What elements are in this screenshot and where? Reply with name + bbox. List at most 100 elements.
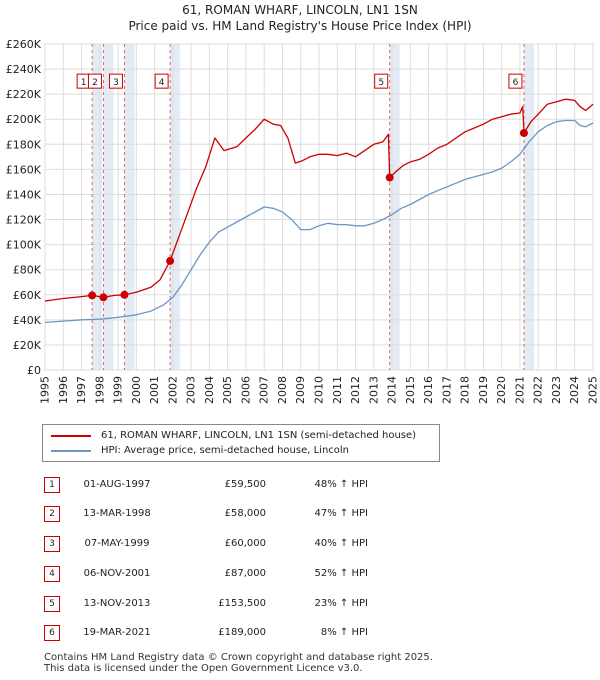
- sale-shading-layer: [92, 44, 534, 370]
- sale-row: 6 19-MAR-2021 £189,000 8% ↑ HPI: [0, 625, 600, 643]
- x-tick-label: 2012: [349, 376, 362, 404]
- y-tick-label: £80K: [13, 264, 42, 277]
- sale-shade-5: [389, 44, 400, 370]
- sale-label-box-2: 2: [87, 73, 102, 89]
- sale-price: £153,500: [218, 598, 266, 609]
- x-tick-label: 2011: [331, 376, 344, 404]
- sale-label-box-6: 6: [508, 73, 523, 89]
- sale-date: 13-MAR-1998: [83, 508, 151, 519]
- grid-layer: [44, 43, 594, 371]
- sale-point-6: [519, 129, 528, 138]
- sale-date: 06-NOV-2001: [83, 568, 151, 579]
- y-tick-label: £120K: [6, 214, 42, 227]
- sale-number: 1: [44, 477, 60, 493]
- x-tick-label: 2024: [568, 376, 581, 404]
- sale-shade-3: [124, 44, 135, 370]
- footer-licence: This data is licensed under the Open Gov…: [44, 663, 363, 674]
- x-tick-label: 2025: [587, 376, 600, 404]
- sale-point-4: [166, 256, 175, 265]
- sale-row: 1 01-AUG-1997 £59,500 48% ↑ HPI: [0, 477, 600, 495]
- x-tick-label: 1995: [39, 376, 52, 404]
- sale-row: 3 07-MAY-1999 £60,000 40% ↑ HPI: [0, 536, 600, 554]
- sale-label-text: 1: [81, 78, 87, 88]
- sale-shade-4: [170, 44, 181, 370]
- x-tick-label: 2014: [386, 376, 399, 404]
- x-tick-label: 1997: [75, 376, 88, 404]
- sale-number: 5: [44, 596, 60, 612]
- sale-marker-lines: [91, 44, 525, 370]
- sale-price: £87,000: [224, 568, 266, 579]
- x-tick-label: 2010: [313, 376, 326, 404]
- x-tick-label: 2007: [258, 376, 271, 404]
- sale-hpi-change: 23% ↑ HPI: [314, 598, 368, 609]
- sale-point-5: [385, 173, 394, 182]
- x-tick-label: 2005: [221, 376, 234, 404]
- x-tick-label: 1999: [112, 376, 125, 404]
- sale-point-2: [99, 293, 108, 302]
- sale-price: £58,000: [224, 508, 266, 519]
- sale-date: 07-MAY-1999: [84, 538, 150, 549]
- legend-label-hpi: HPI: Average price, semi-detached house,…: [101, 445, 350, 456]
- sale-hpi-change: 8% ↑ HPI: [320, 627, 368, 638]
- sale-label-rect: [374, 73, 389, 89]
- sale-shade-2: [103, 44, 114, 370]
- legend: 61, ROMAN WHARF, LINCOLN, LN1 1SN (semi-…: [42, 424, 440, 462]
- sale-label-text: 6: [513, 78, 519, 88]
- series-line-property: [44, 98, 594, 302]
- x-tick-label: 2001: [148, 376, 161, 404]
- x-tick-label: 2006: [239, 376, 252, 404]
- footer: Contains HM Land Registry data © Crown c…: [44, 652, 433, 674]
- sale-points: [88, 129, 528, 302]
- x-tick-label: 2013: [367, 376, 380, 404]
- x-tick-label: 2015: [404, 376, 417, 404]
- sale-price: £189,000: [218, 627, 266, 638]
- series-line-hpi: [44, 119, 594, 324]
- sale-price: £60,000: [224, 538, 266, 549]
- x-tick-label: 2009: [294, 376, 307, 404]
- footer-copyright: Contains HM Land Registry data © Crown c…: [44, 652, 433, 663]
- x-tick-label: 2002: [166, 376, 179, 404]
- x-tick-label: 2020: [495, 376, 508, 404]
- sale-number: 3: [44, 536, 60, 552]
- y-tick-label: £40K: [13, 314, 42, 327]
- sale-label-rect: [108, 73, 123, 89]
- y-tick-label: £180K: [6, 138, 42, 151]
- sale-label-rect: [87, 73, 102, 89]
- y-tick-label: £260K: [6, 38, 42, 51]
- sale-point-3: [120, 290, 129, 299]
- y-tick-label: £100K: [6, 239, 42, 252]
- chart-subtitle: Price paid vs. HM Land Registry's House …: [128, 19, 472, 33]
- x-tick-label: 2004: [203, 376, 216, 404]
- x-tick-label: 2003: [185, 376, 198, 404]
- sale-label-box-3: 3: [108, 73, 123, 89]
- sale-label-text: 5: [378, 78, 384, 88]
- sale-label-rect: [508, 73, 523, 89]
- x-tick-label: 2017: [440, 376, 453, 404]
- legend-swatch-property: [51, 435, 91, 437]
- sale-label-text: 3: [113, 78, 119, 88]
- series-layer: [44, 98, 594, 324]
- y-tick-label: £140K: [6, 188, 42, 201]
- sale-row: 2 13-MAR-1998 £58,000 47% ↑ HPI: [0, 506, 600, 524]
- y-tick-label: £20K: [13, 339, 42, 352]
- sale-label-rect: [154, 73, 169, 89]
- sale-label-box-4: 4: [154, 73, 169, 89]
- sale-hpi-change: 52% ↑ HPI: [314, 568, 368, 579]
- sale-row: 5 13-NOV-2013 £153,500 23% ↑ HPI: [0, 596, 600, 614]
- x-tick-label: 2019: [477, 376, 490, 404]
- x-tick-label: 2022: [532, 376, 545, 404]
- sale-label-box-5: 5: [374, 73, 389, 89]
- chart-title: 61, ROMAN WHARF, LINCOLN, LN1 1SN: [182, 3, 418, 17]
- sale-number: 2: [44, 506, 60, 522]
- x-tick-label: 1996: [57, 376, 70, 404]
- y-tick-label: £0: [27, 364, 41, 377]
- x-tick-label: 1998: [93, 376, 106, 404]
- sale-shade-6: [523, 44, 534, 370]
- sale-hpi-change: 48% ↑ HPI: [314, 479, 368, 490]
- x-tick-label: 2008: [276, 376, 289, 404]
- x-tick-label: 2018: [459, 376, 472, 404]
- sale-date: 01-AUG-1997: [83, 479, 151, 490]
- y-tick-label: £220K: [6, 88, 42, 101]
